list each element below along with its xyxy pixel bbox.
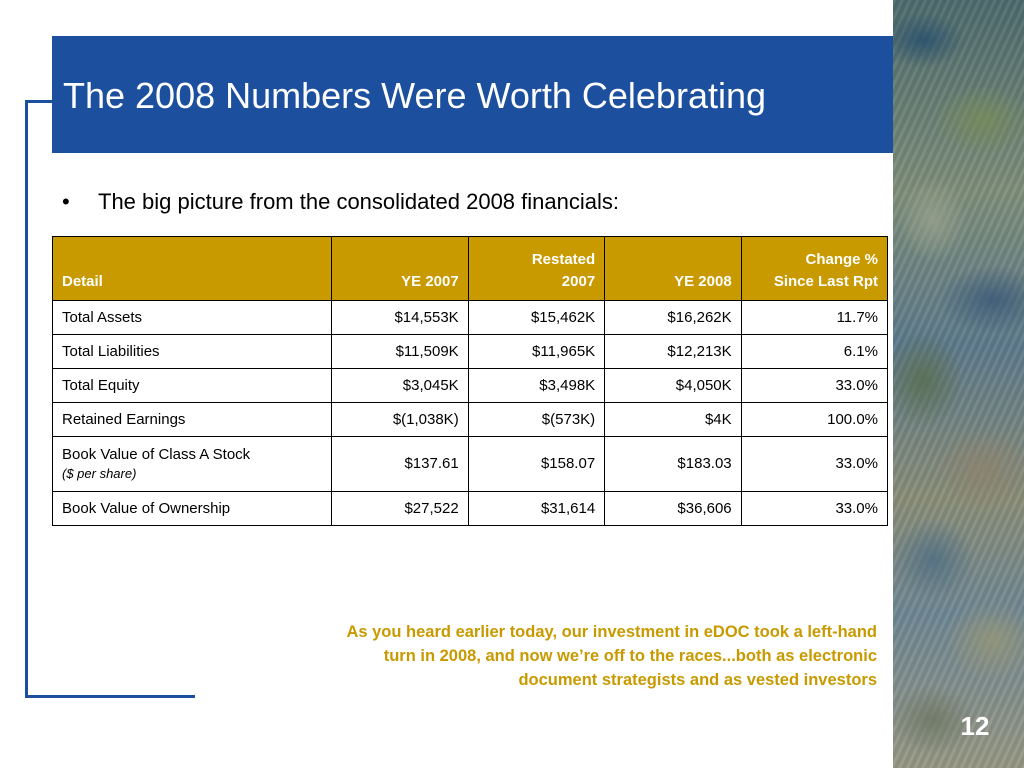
cell-change: 33.0% <box>740 491 889 526</box>
row-label-note: ($ per share) <box>62 466 137 481</box>
cell-ye2007: $137.61 <box>331 436 469 492</box>
cell-restated: $15,462K <box>467 300 606 335</box>
table-row: Retained Earnings $(1,038K) $(573K) $4K … <box>51 402 889 437</box>
cell-restated: $158.07 <box>467 436 606 492</box>
cell-restated: $3,498K <box>467 368 606 403</box>
cell-ye2008: $4K <box>604 402 742 437</box>
row-label: Total Equity <box>51 368 333 403</box>
row-label-text: Book Value of Class A Stock <box>62 446 251 463</box>
cell-change: 100.0% <box>740 402 889 437</box>
cell-change: 33.0% <box>740 436 889 492</box>
table-row: Total Liabilities $11,509K $11,965K $12,… <box>51 334 889 369</box>
cell-ye2007: $14,553K <box>331 300 469 335</box>
bullet-point: • The big picture from the consolidated 2… <box>62 188 619 216</box>
header-detail: Detail <box>51 236 333 301</box>
header-restated-2007: Restated 2007 <box>467 236 606 301</box>
cell-restated: $31,614 <box>467 491 606 526</box>
cell-ye2007: $3,045K <box>331 368 469 403</box>
page-number: 12 <box>960 711 990 741</box>
cell-restated: $11,965K <box>467 334 606 369</box>
table-row: Book Value of Ownership $27,522 $31,614 … <box>51 491 889 526</box>
bracket-line-top <box>25 100 52 103</box>
slide-title: The 2008 Numbers Were Worth Celebrating <box>63 75 767 116</box>
decorative-painting-strip <box>893 0 1024 768</box>
bracket-line-vertical <box>25 100 28 698</box>
header-ye2007: YE 2007 <box>331 236 469 301</box>
cell-ye2008: $183.03 <box>604 436 742 492</box>
table-row: Total Equity $3,045K $3,498K $4,050K 33.… <box>51 368 889 403</box>
cell-ye2008: $16,262K <box>604 300 742 335</box>
cell-change: 11.7% <box>740 300 889 335</box>
cell-ye2008: $4,050K <box>604 368 742 403</box>
header-change-pct: Change % Since Last Rpt <box>740 236 889 301</box>
row-label: Total Liabilities <box>51 334 333 369</box>
table-header-row: Detail YE 2007 Restated 2007 YE 2008 Chan… <box>51 236 889 301</box>
cell-ye2007: $27,522 <box>331 491 469 526</box>
row-label: Book Value of Class A Stock ($ per share) <box>51 436 333 492</box>
title-bar: The 2008 Numbers Were Worth Celebrating <box>52 36 893 153</box>
bullet-icon: • <box>62 189 70 214</box>
cell-ye2008: $12,213K <box>604 334 742 369</box>
cell-restated: $(573K) <box>467 402 606 437</box>
cell-ye2007: $(1,038K) <box>331 402 469 437</box>
cell-ye2008: $36,606 <box>604 491 742 526</box>
table-row: Total Assets $14,553K $15,462K $16,262K … <box>51 300 889 335</box>
cell-change: 33.0% <box>740 368 889 403</box>
cell-ye2007: $11,509K <box>331 334 469 369</box>
row-label: Retained Earnings <box>51 402 333 437</box>
bullet-text: The big picture from the consolidated 20… <box>98 189 619 214</box>
financials-table: Detail YE 2007 Restated 2007 YE 2008 Chan… <box>51 236 889 526</box>
header-ye2008: YE 2008 <box>604 236 742 301</box>
row-label: Total Assets <box>51 300 333 335</box>
bracket-line-bottom <box>25 695 195 698</box>
row-label: Book Value of Ownership <box>51 491 333 526</box>
cell-change: 6.1% <box>740 334 889 369</box>
callout-text: As you heard earlier today, our investme… <box>346 623 877 689</box>
table-row: Book Value of Class A Stock ($ per share)… <box>51 436 889 492</box>
